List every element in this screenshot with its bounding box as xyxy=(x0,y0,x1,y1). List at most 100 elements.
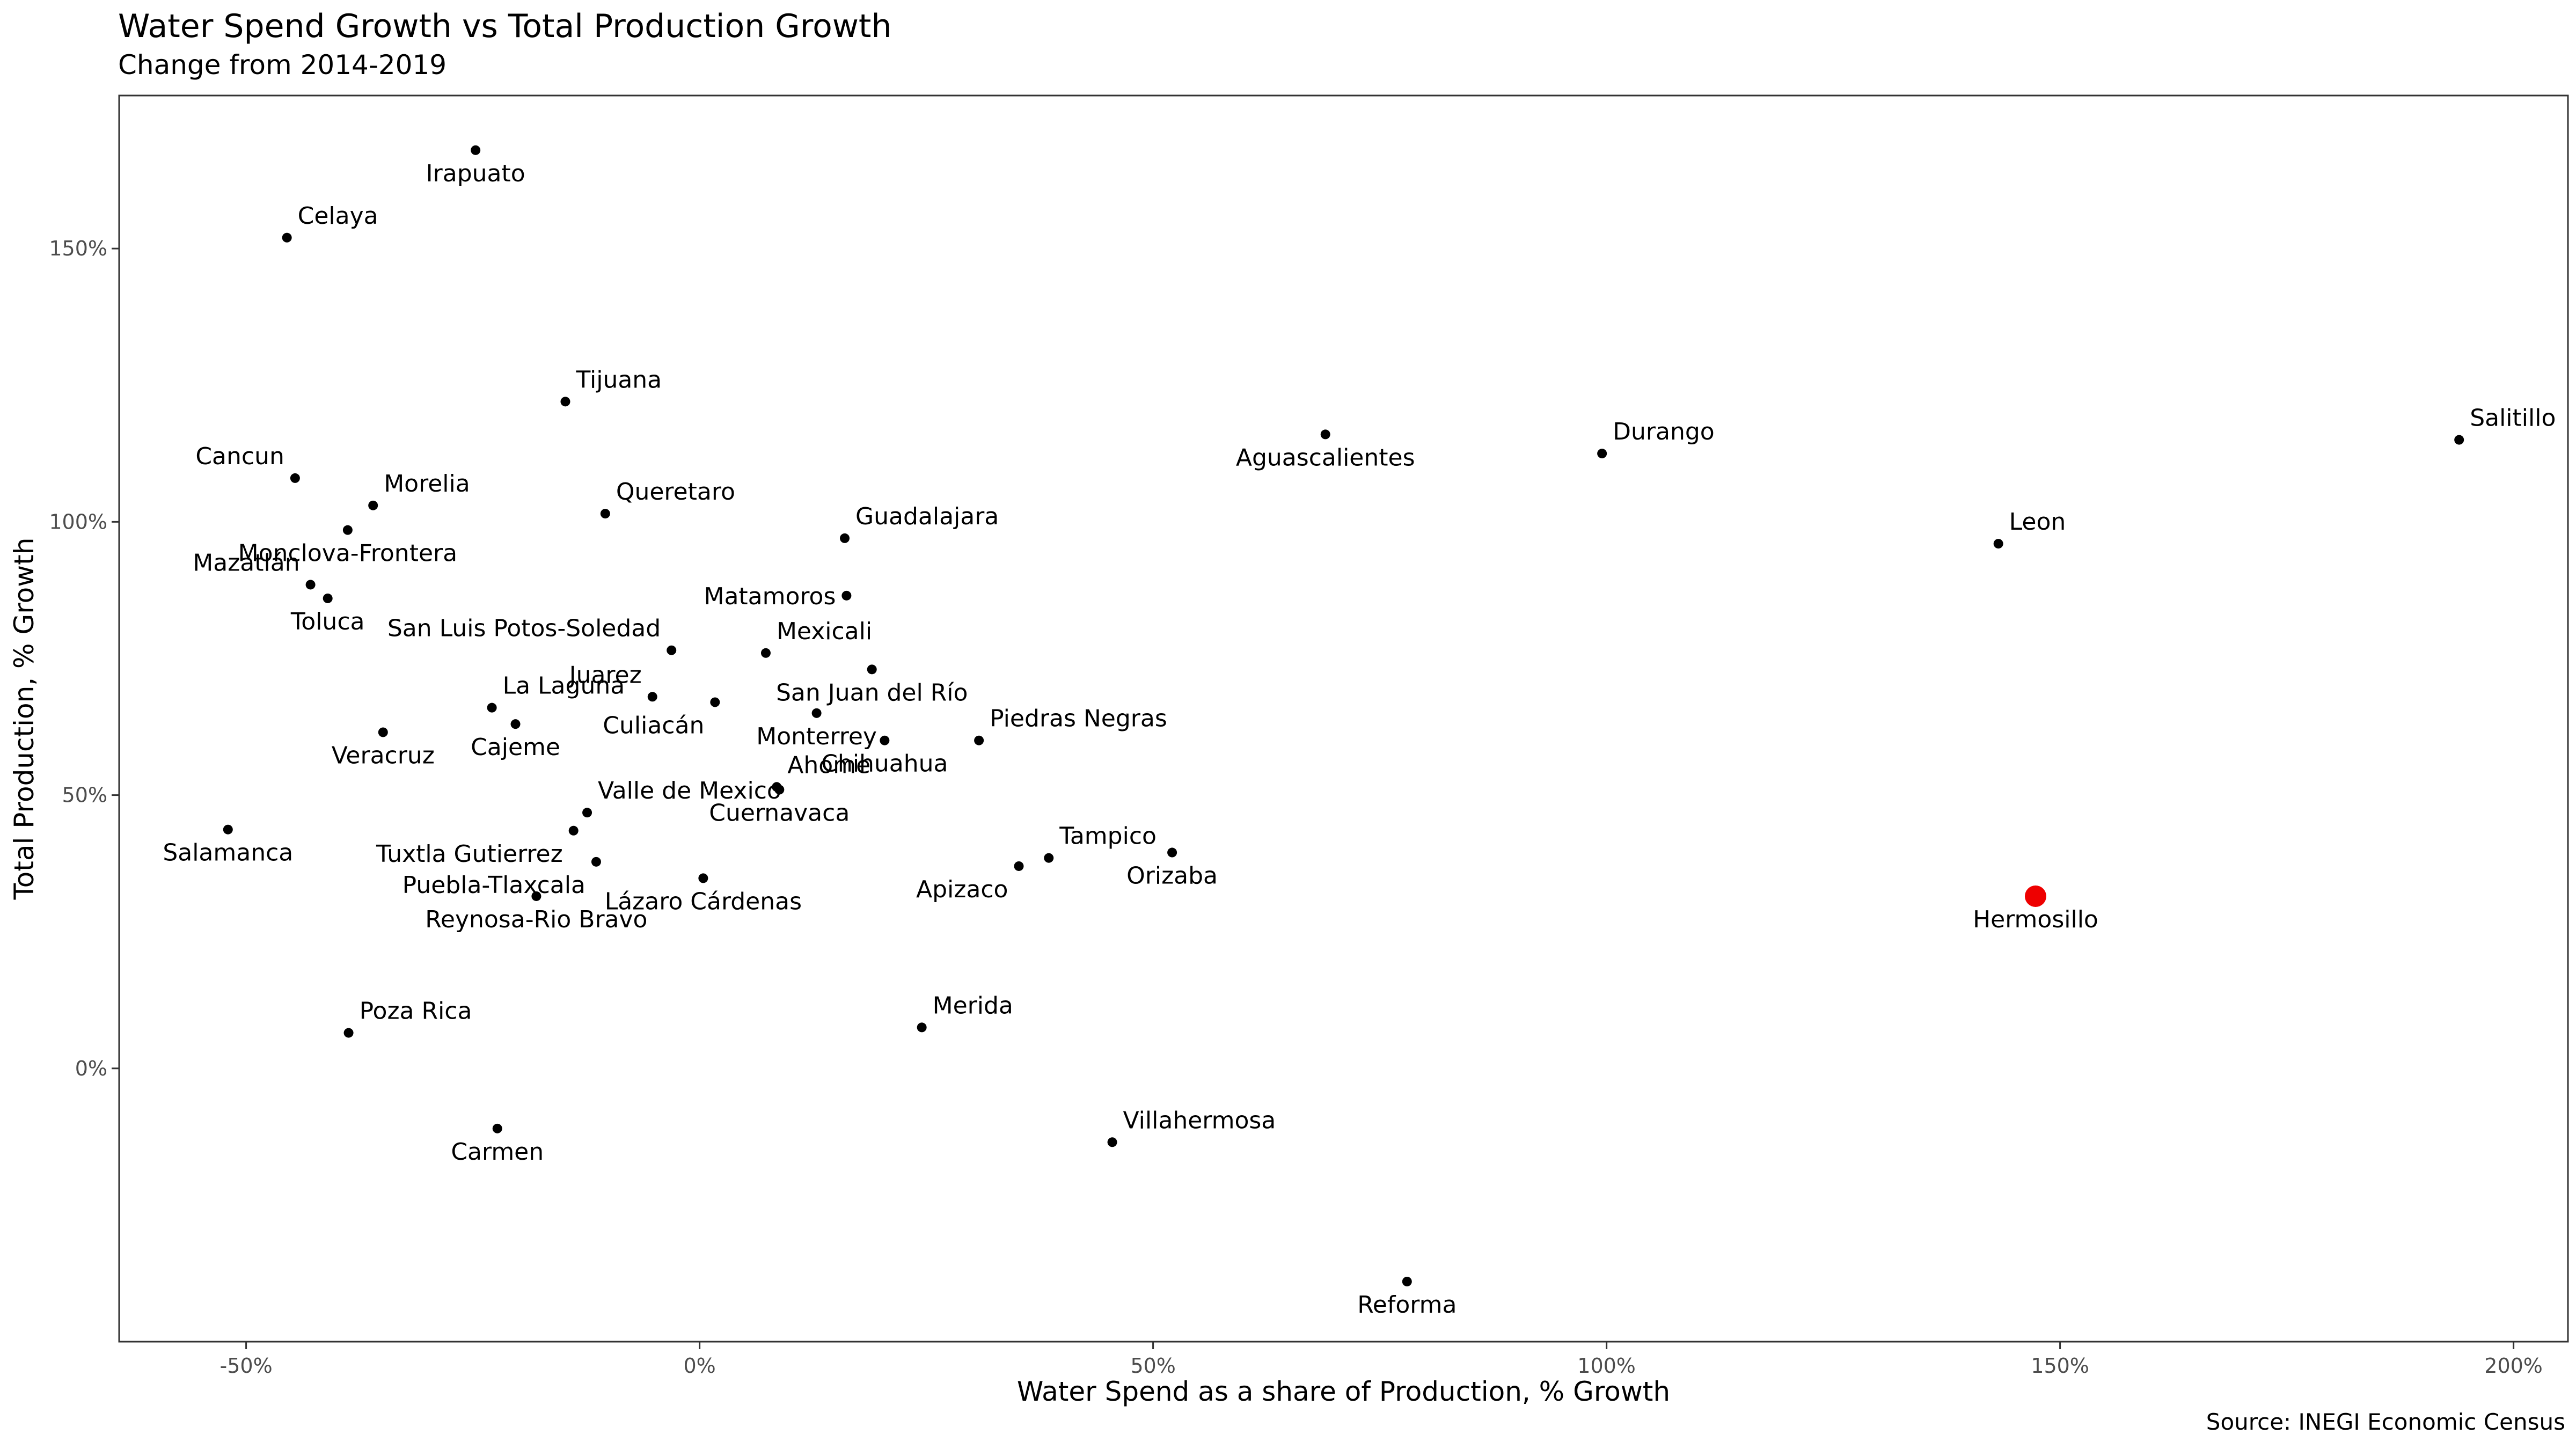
point-label: Aguascalientes xyxy=(1236,444,1415,471)
data-point xyxy=(710,697,720,707)
point-label: Cajeme xyxy=(471,734,560,761)
data-point xyxy=(1167,847,1177,858)
point-label: Salamanca xyxy=(163,839,293,867)
data-point xyxy=(368,500,378,510)
data-point xyxy=(510,719,521,729)
point-label: Monclova-Frontera xyxy=(238,540,457,567)
plot-marks: Irapuato Celaya Tijuana Cancun Morelia Monclo… xyxy=(163,145,2556,1319)
data-point xyxy=(492,1123,502,1133)
panel-border xyxy=(118,94,2569,1343)
data-point xyxy=(343,1028,354,1038)
data-point xyxy=(774,785,785,795)
y-tick-label: 100% xyxy=(49,510,107,533)
point-label: Morelia xyxy=(384,470,470,497)
data-point xyxy=(760,648,771,658)
point-label: Reforma xyxy=(1357,1291,1457,1319)
x-tick-label: 50% xyxy=(1130,1354,1175,1378)
point-label: Piedras Negras xyxy=(990,705,1167,733)
data-point xyxy=(568,825,579,836)
point-label: Lázaro Cárdenas xyxy=(605,888,802,915)
point-label: Guadalajara xyxy=(855,503,999,530)
data-point xyxy=(647,692,657,702)
data-point xyxy=(531,891,541,901)
data-point xyxy=(1993,539,2003,549)
point-label: Durango xyxy=(1613,418,1715,445)
y-tick-label: 50% xyxy=(62,784,107,807)
point-label: Cancun xyxy=(195,443,284,470)
y-axis-title: Total Production, % Growth xyxy=(9,538,40,901)
data-point xyxy=(1014,861,1024,871)
point-label: Cuernavaca xyxy=(709,799,850,826)
data-point xyxy=(591,857,601,867)
point-label: Mexicali xyxy=(777,618,872,645)
point-label: Irapuato xyxy=(426,160,525,187)
point-label: Valle de Mexico xyxy=(598,777,781,804)
point-label: Toluca xyxy=(290,608,365,635)
data-point xyxy=(487,702,497,713)
point-label: Veracruz xyxy=(332,742,435,769)
data-point xyxy=(1107,1137,1117,1147)
y-tick-label: 0% xyxy=(75,1057,107,1080)
point-label: Orizaba xyxy=(1126,862,1218,890)
data-point xyxy=(600,509,610,519)
point-label: Celaya xyxy=(298,202,378,230)
x-tick-label: 150% xyxy=(2031,1354,2089,1378)
data-point xyxy=(840,533,850,543)
x-axis-title: Water Spend as a share of Production, % … xyxy=(1017,1376,1670,1407)
point-label: Chihuahua xyxy=(821,750,948,778)
data-point xyxy=(282,232,292,243)
point-label: Salitillo xyxy=(2470,405,2556,432)
point-label: Carmen xyxy=(451,1138,544,1166)
x-tick-label: 0% xyxy=(683,1354,715,1378)
data-point xyxy=(1597,449,1607,459)
data-point xyxy=(867,664,877,675)
point-label: Reynosa-Rio Bravo xyxy=(425,906,647,933)
point-label: Culiacán xyxy=(603,712,704,739)
data-point xyxy=(841,590,852,601)
axes: -50% 0% 50% 100% 150% 200% 0% 50% 100% 150% xyxy=(49,94,2569,1378)
point-label: La Laguna xyxy=(503,672,625,700)
point-label: Queretaro xyxy=(616,478,735,506)
data-point xyxy=(917,1022,927,1033)
point-label: Ahome xyxy=(787,751,870,779)
data-point xyxy=(811,708,822,718)
data-point xyxy=(305,580,316,590)
data-point xyxy=(223,824,233,835)
point-label: Mazatlán xyxy=(193,549,299,576)
point-label: Matamoros xyxy=(704,583,836,610)
point-label: Villahermosa xyxy=(1123,1107,1276,1134)
chart-subtitle: Change from 2014-2019 xyxy=(118,49,447,80)
y-tick-label: 150% xyxy=(49,237,107,260)
point-label: San Juan del Río xyxy=(776,679,968,706)
chart-title: Water Spend Growth vs Total Production G… xyxy=(118,8,892,45)
point-label: Tijuana xyxy=(575,366,662,393)
data-point xyxy=(290,473,300,483)
data-point xyxy=(1320,429,1330,440)
point-label: Juarez xyxy=(568,661,642,689)
data-point xyxy=(974,735,984,745)
point-label: San Luis Potos-Soledad xyxy=(387,615,661,642)
point-label: Monterrey xyxy=(756,723,877,750)
data-point xyxy=(471,145,481,155)
data-point xyxy=(342,525,353,535)
point-label: Hermosillo xyxy=(1973,906,2098,933)
point-label: Poza Rica xyxy=(360,998,472,1025)
point-label: Tampico xyxy=(1059,823,1157,850)
data-point xyxy=(1044,853,1054,863)
highlight-point xyxy=(2024,885,2046,907)
point-label: Apizaco xyxy=(916,876,1008,903)
point-label: Tuxtla Gutierrez xyxy=(376,840,563,868)
data-point xyxy=(667,645,677,655)
data-point xyxy=(698,873,708,883)
data-point xyxy=(582,808,592,818)
data-point xyxy=(1402,1276,1412,1286)
point-label: Merida xyxy=(933,992,1013,1019)
x-tick-label: -50% xyxy=(220,1354,273,1378)
data-point xyxy=(323,593,333,603)
chart-caption: Source: INEGI Economic Census xyxy=(2206,1409,2565,1435)
data-point xyxy=(560,397,570,407)
data-point xyxy=(880,735,890,745)
x-tick-label: 100% xyxy=(1577,1354,1636,1378)
data-point xyxy=(2454,435,2464,445)
